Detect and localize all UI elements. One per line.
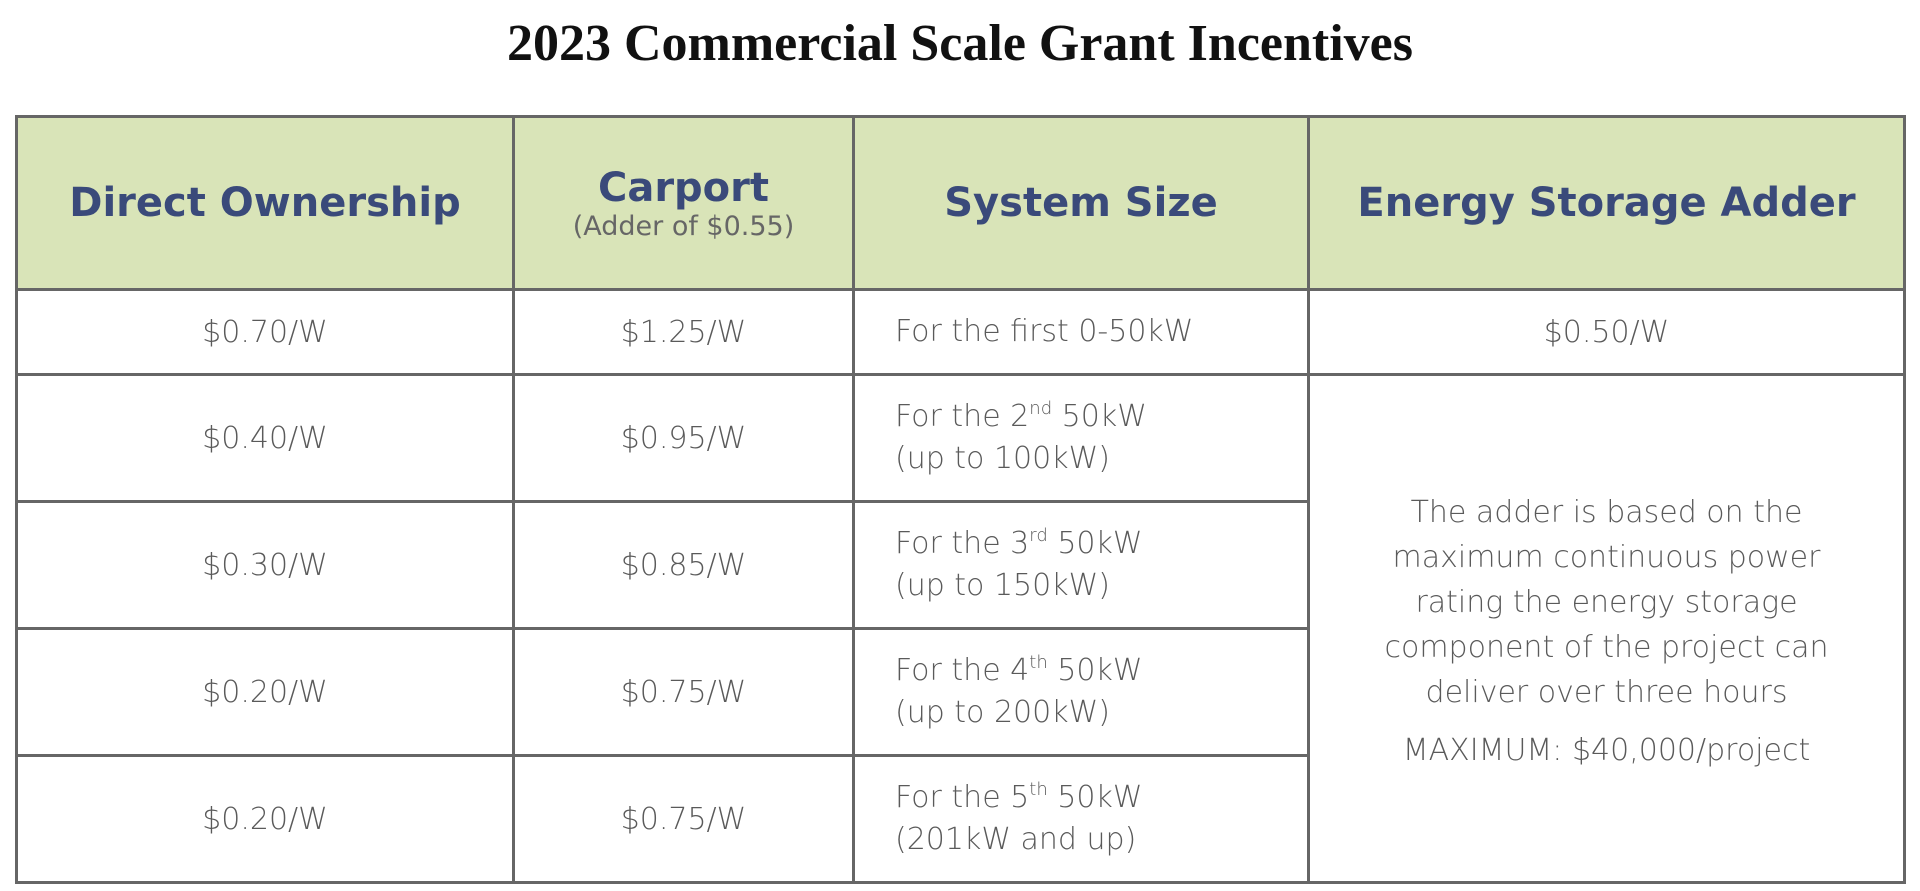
ordinal-suffix: th xyxy=(1029,652,1048,673)
system-size-text: For the 3 xyxy=(895,526,1030,561)
carport-cell: $1.25/W xyxy=(512,288,855,376)
system-size-text: 50kW xyxy=(1052,399,1147,434)
header-cell: Direct Ownership xyxy=(15,115,515,291)
header-text: System Size xyxy=(944,180,1218,226)
storage-description: The adder is based on the maximum contin… xyxy=(1384,494,1829,710)
ownership-cell: $0.70/W xyxy=(15,288,515,376)
carport-cell: $0.95/W xyxy=(512,373,855,503)
system-size-text: For the first 0-50kW xyxy=(895,314,1194,349)
ownership-cell: $0.20/W xyxy=(15,754,515,884)
system-size-range: (up to 200kW) xyxy=(895,695,1110,730)
carport-cell: $0.75/W xyxy=(512,627,855,757)
ownership-cell: $0.20/W xyxy=(15,627,515,757)
system-size-text: For the 4 xyxy=(895,653,1030,688)
storage-cell: $0.50/W xyxy=(1307,288,1906,376)
system-size-text: 50kW xyxy=(1047,780,1143,815)
header-text: Direct Ownership xyxy=(69,180,461,226)
carport-cell: $0.75/W xyxy=(512,754,855,884)
system-size-text: For the 2 xyxy=(895,399,1030,434)
system-size-range: (201kW and up) xyxy=(895,822,1137,857)
title: 2023 Commercial Scale Grant Incentives xyxy=(507,15,1413,72)
system-size-range: (up to 150kW) xyxy=(895,568,1110,603)
table-row: $0.40/W $0.95/W For the 2nd 50kW (up to 100… xyxy=(15,373,1906,884)
table-row: $0.70/W $1.25/W For the first 0-50kW $0.50/… xyxy=(15,288,1906,376)
header-row: Direct Ownership Carport (Adder of $0.55) S… xyxy=(15,115,1906,291)
table-row: $0.20/W $0.75/W For the 5th 50kW (201kW and… xyxy=(15,754,1905,884)
system-size-cell: For the 2nd 50kW (up to 100kW) xyxy=(852,373,1310,503)
table-row: $0.30/W $0.85/W For the 3rd 50kW (up to 150… xyxy=(15,500,1905,630)
system-size-cell: For the first 0-50kW xyxy=(852,288,1310,376)
system-size-cell: For the 4th 50kW (up to 200kW) xyxy=(852,627,1310,757)
system-size-cell: For the 3rd 50kW (up to 150kW) xyxy=(852,500,1310,630)
system-size-text: For the 5 xyxy=(895,780,1030,815)
table-row: $0.20/W $0.75/W For the 4th 50kW (up to 200… xyxy=(15,627,1905,757)
storage-maximum: MAXIMUM: $40,000/project xyxy=(1402,732,1811,768)
ordinal-suffix: nd xyxy=(1029,398,1053,419)
system-size-cell: For the 5th 50kW (201kW and up) xyxy=(852,754,1310,884)
system-size-range: (up to 100kW) xyxy=(895,441,1110,476)
ordinal-suffix: th xyxy=(1029,779,1048,800)
incentive-table: Direct Ownership Carport (Adder of $0.55) S… xyxy=(15,115,1906,884)
ordinal-suffix: rd xyxy=(1029,525,1048,546)
ownership-cell: $0.30/W xyxy=(15,500,515,630)
header-text: Energy Storage Adder xyxy=(1357,180,1856,226)
ownership-cell: $0.40/W xyxy=(15,373,515,503)
header-cell: Carport (Adder of $0.55) xyxy=(512,115,855,291)
header-note: (Adder of $0.55) xyxy=(572,210,795,242)
system-size-text: 50kW xyxy=(1047,653,1143,688)
system-size-text: 50kW xyxy=(1047,526,1143,561)
header-cell: System Size xyxy=(852,115,1310,291)
carport-cell: $0.85/W xyxy=(512,500,855,630)
storage-note-cell: The adder is based on the maximum contin… xyxy=(1307,373,1906,884)
header-text: Carport xyxy=(597,164,770,211)
header-cell: Energy Storage Adder xyxy=(1307,115,1906,291)
